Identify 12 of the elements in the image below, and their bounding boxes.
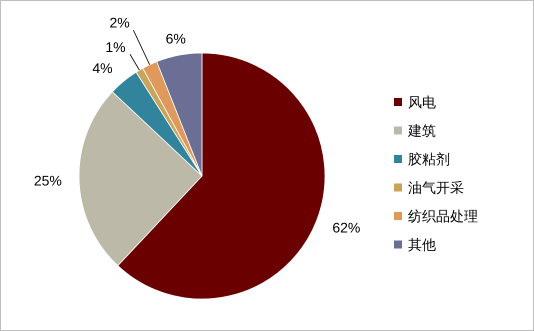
legend-label: 胶粘剂 bbox=[408, 151, 450, 167]
data-label: 6% bbox=[166, 30, 186, 46]
legend-label: 其他 bbox=[408, 236, 436, 252]
data-label: 2% bbox=[109, 14, 130, 30]
legend-label: 风电 bbox=[408, 94, 436, 110]
data-label: 1% bbox=[105, 38, 126, 55]
data-label: 4% bbox=[92, 60, 113, 76]
legend-label: 油气开采 bbox=[408, 180, 464, 196]
legend-label: 纺织品处理 bbox=[408, 208, 478, 224]
legend-label: 建筑 bbox=[407, 122, 436, 138]
data-label: 25% bbox=[34, 172, 62, 188]
data-label: 62% bbox=[332, 220, 360, 236]
